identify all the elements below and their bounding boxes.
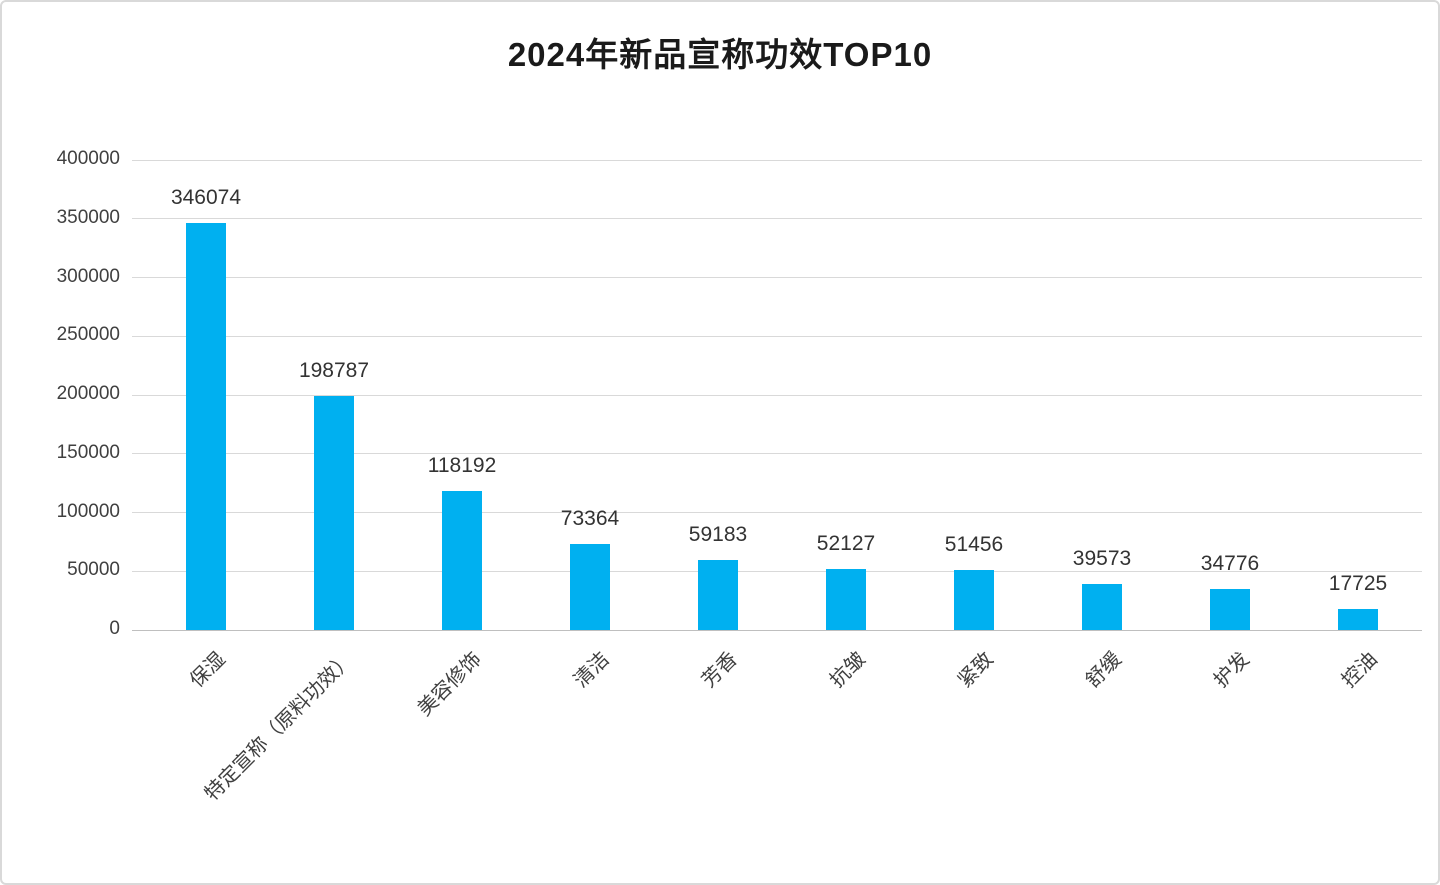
bar-value-label: 52127: [816, 531, 876, 555]
y-gridline: [132, 218, 1422, 220]
y-axis-tick-label: 100000: [56, 500, 120, 522]
bar-value-label: 34776: [1200, 552, 1260, 576]
bar: [954, 569, 994, 630]
y-axis-tick-label: 200000: [56, 383, 120, 404]
bar-value-label: 73364: [560, 506, 620, 530]
y-axis-tick-label: 250000: [56, 324, 120, 346]
x-axis-category-text: 保湿: [185, 648, 230, 693]
bar: [1210, 589, 1250, 630]
y-gridline: [132, 277, 1422, 278]
x-axis-category-text: 清洁: [569, 648, 614, 693]
bar-value-label: 59183: [688, 523, 748, 547]
bar: [1338, 609, 1378, 630]
bar: [570, 543, 610, 630]
x-axis-category-text: 抗皱: [825, 648, 870, 693]
y-gridline: [132, 335, 1422, 337]
x-axis-category-text: 护发: [1209, 648, 1254, 693]
y-axis-tick-label: 300000: [56, 265, 120, 287]
y-gridline: [132, 512, 1422, 513]
bar: [698, 560, 738, 630]
y-axis-tick-label: 400000: [56, 148, 120, 169]
x-axis-category-text: 控油: [1337, 648, 1382, 693]
bar: [1082, 583, 1122, 630]
bar: [826, 568, 866, 630]
y-axis-tick-label: 50000: [67, 559, 120, 581]
y-gridline: [132, 570, 1422, 572]
y-gridline: [132, 159, 1422, 161]
bar-value-label: 17725: [1328, 572, 1388, 596]
y-axis-tick-label: 350000: [56, 206, 120, 228]
x-axis-line: [132, 629, 1422, 631]
y-gridline: [132, 453, 1422, 455]
y-gridline: [132, 394, 1422, 396]
bar: [186, 223, 226, 630]
x-axis-category-text: 美容修饰: [413, 648, 486, 721]
x-axis-category-text: 舒缓: [1081, 648, 1126, 693]
chart-title: 2024年新品宣称功效TOP10: [507, 36, 933, 73]
x-axis-category-text: 紧致: [953, 648, 998, 693]
bar: [442, 491, 482, 630]
bar-value-label: 198787: [298, 359, 370, 383]
bar-value-label: 346074: [170, 186, 242, 210]
bar-value-label: 118192: [427, 454, 497, 478]
y-axis-tick-label: 0: [109, 618, 120, 639]
x-axis-category-text: 芳香: [697, 648, 742, 693]
bar-value-label: 51456: [944, 532, 1004, 556]
y-axis-tick-label: 150000: [56, 441, 120, 463]
bar: [314, 396, 354, 630]
bar-value-label: 39573: [1072, 546, 1132, 570]
